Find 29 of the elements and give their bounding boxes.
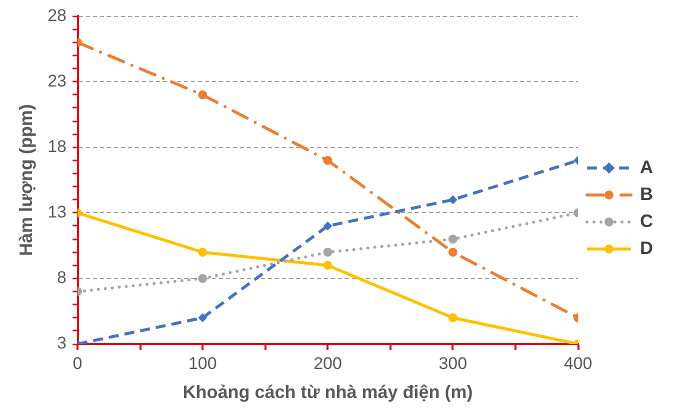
point [448,234,458,244]
x-tick-label: 300 [438,354,468,373]
point [323,248,332,257]
legend-label: C [640,210,653,231]
y-tick-label: 18 [48,137,67,156]
point [448,195,458,204]
point [198,274,208,283]
legend-label: B [640,184,653,204]
x-tick-label: 200 [314,354,342,373]
y-tick-label: 8 [57,268,67,288]
point [323,221,332,230]
point [448,248,458,257]
point [198,248,208,257]
point [448,313,458,322]
x-tick-label: 100 [188,354,217,373]
point [323,156,332,165]
x-tick-label: 400 [564,354,592,373]
y-tick-label: 13 [48,202,67,222]
point [323,260,332,270]
legend-label: D [640,238,653,258]
y-tick-label: 3 [57,334,67,353]
x-tick-label: 0 [72,354,82,373]
y-axis-title: Hàm lượng (ppm) [16,104,36,256]
y-tick-label: 23 [48,71,67,90]
x-axis-title: Khoảng cách từ nhà máy điện (m) [182,382,473,402]
y-tick-label: 28 [48,6,67,25]
point [198,313,208,322]
legend-label: A [640,156,653,177]
point [198,90,208,100]
